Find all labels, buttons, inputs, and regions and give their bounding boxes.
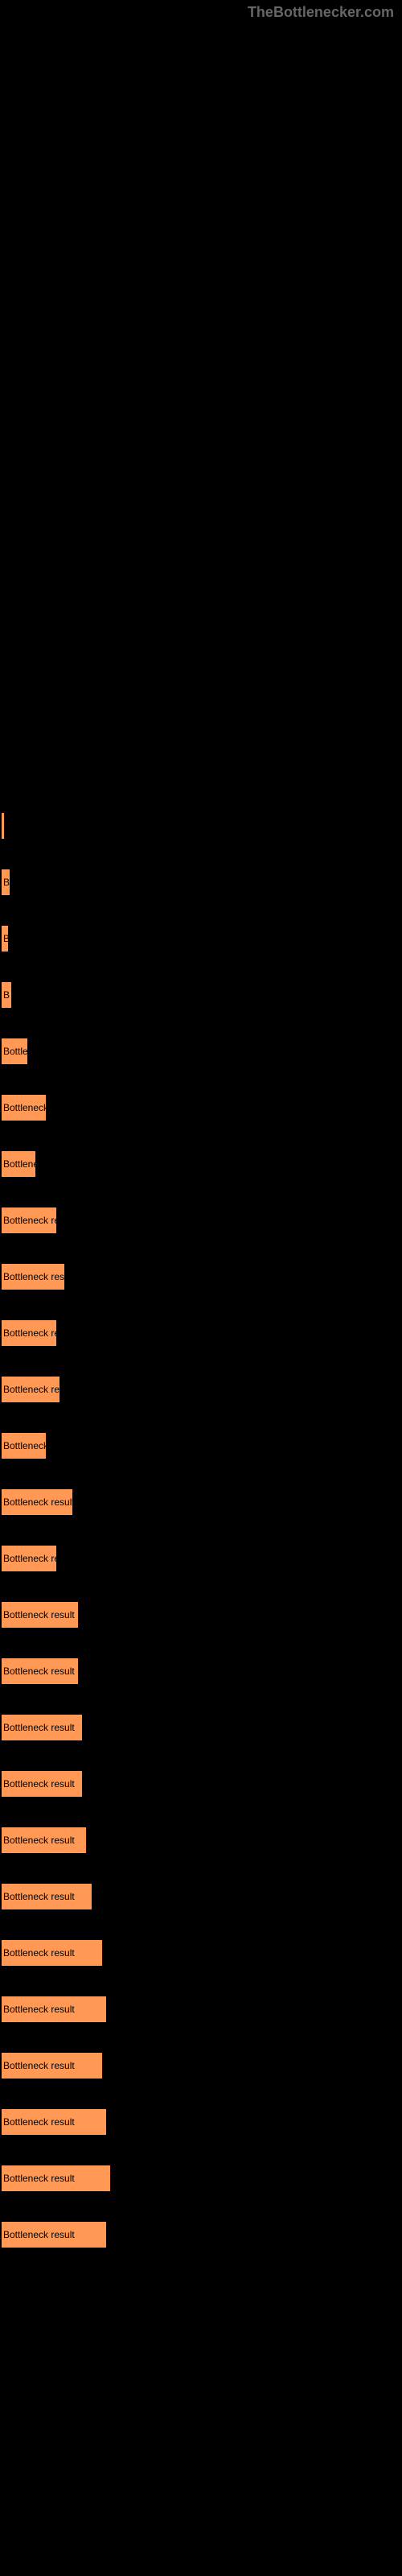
bar: B xyxy=(2,869,10,895)
bar: Bottleneck result xyxy=(2,2109,106,2135)
bar-row: Bottleneck re xyxy=(2,1320,402,1346)
bar: Bottleneck xyxy=(2,1095,46,1121)
bar-row: B xyxy=(2,926,402,952)
bar: B xyxy=(2,982,11,1008)
bar-row: Bottleneck result xyxy=(2,1771,402,1797)
bar: Bottleneck result xyxy=(2,1996,106,2022)
bar-row: Bottleneck result xyxy=(2,1715,402,1740)
bar-row: Bottleneck result xyxy=(2,1996,402,2022)
bar-row: B xyxy=(2,982,402,1008)
bar: Bottlen xyxy=(2,1038,27,1064)
bar: Bottleneck result xyxy=(2,1827,86,1853)
bar-row: Bottleneck result xyxy=(2,2165,402,2191)
bar-chart: B B B Bottlen Bottleneck Bottlene Bottleneck r… xyxy=(0,0,402,2248)
bar-row xyxy=(2,813,402,839)
bar: Bottleneck res xyxy=(2,1377,59,1402)
bar-row: Bottleneck xyxy=(2,1433,402,1459)
bar-row: Bottlene xyxy=(2,1151,402,1177)
bar-row: Bottlen xyxy=(2,1038,402,1064)
bar-row: Bottleneck resu xyxy=(2,1264,402,1290)
bar: Bottleneck result xyxy=(2,2165,110,2191)
bar-row: Bottleneck re xyxy=(2,1546,402,1571)
bar: Bottleneck result xyxy=(2,1602,78,1628)
bar xyxy=(2,813,4,839)
bar-row: Bottleneck result xyxy=(2,2222,402,2248)
bar-row: Bottleneck res xyxy=(2,1377,402,1402)
bar: Bottleneck result xyxy=(2,1884,92,1909)
bar-row: Bottleneck result xyxy=(2,2109,402,2135)
bar: Bottleneck result xyxy=(2,1771,82,1797)
bar: Bottleneck resu xyxy=(2,1264,64,1290)
bar: Bottleneck result xyxy=(2,1715,82,1740)
watermark-text: TheBottlenecker.com xyxy=(248,4,394,21)
bar: Bottlene xyxy=(2,1151,35,1177)
bar-row: Bottleneck xyxy=(2,1095,402,1121)
bar: Bottleneck result xyxy=(2,2222,106,2248)
bar: Bottleneck re xyxy=(2,1320,56,1346)
bar: Bottleneck xyxy=(2,1433,46,1459)
bar-row: Bottleneck result xyxy=(2,2053,402,2079)
bar-row: B xyxy=(2,869,402,895)
bar-row: Bottleneck result xyxy=(2,1602,402,1628)
bar: B xyxy=(2,926,8,952)
bar-row: Bottleneck result xyxy=(2,1940,402,1966)
bar: Bottleneck result xyxy=(2,1940,102,1966)
bar: Bottleneck re xyxy=(2,1546,56,1571)
bar-row: Bottleneck re xyxy=(2,1208,402,1233)
bar: Bottleneck result xyxy=(2,1489,72,1515)
bar-row: Bottleneck result xyxy=(2,1827,402,1853)
bar: Bottleneck result xyxy=(2,1658,78,1684)
bar: Bottleneck re xyxy=(2,1208,56,1233)
bar: Bottleneck result xyxy=(2,2053,102,2079)
bar-row: Bottleneck result xyxy=(2,1884,402,1909)
bar-row: Bottleneck result xyxy=(2,1489,402,1515)
bar-row: Bottleneck result xyxy=(2,1658,402,1684)
